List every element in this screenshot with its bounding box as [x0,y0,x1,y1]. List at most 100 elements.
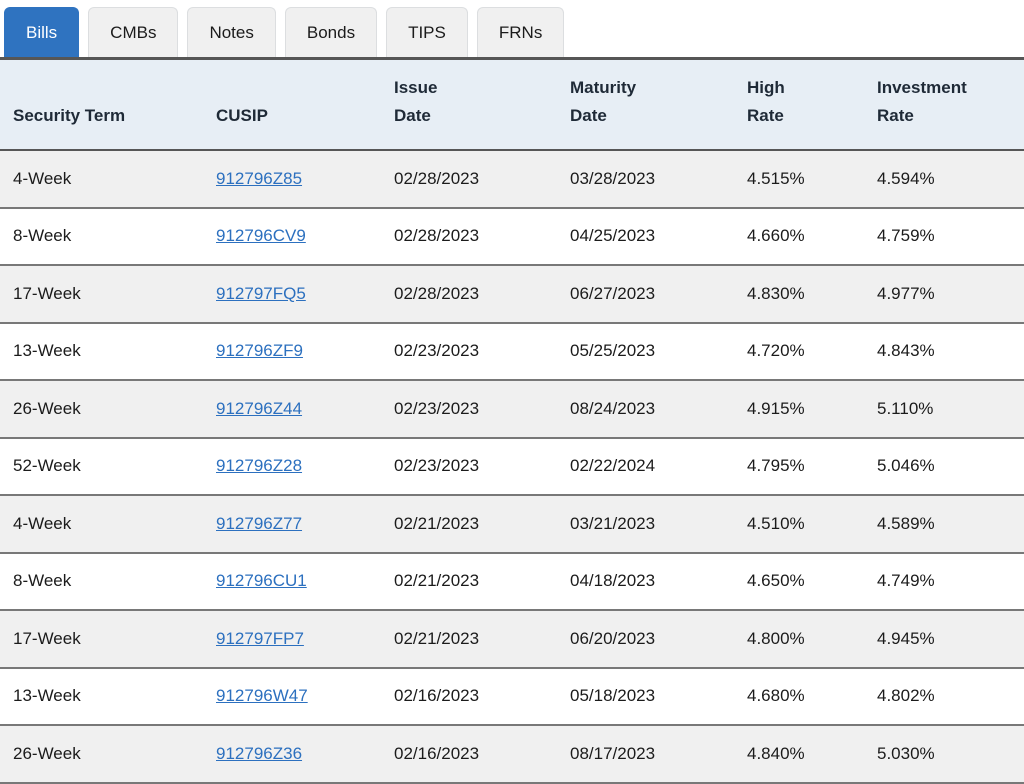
high-rate-cell: 4.680% [734,667,864,726]
cusip-link[interactable]: 912797FP7 [216,628,304,648]
table-header-row: Security Term CUSIP Issue Date Maturity Da… [0,60,1024,151]
cusip-cell: 912796Z44 [203,380,381,439]
investment-rate-cell: 4.594% [864,150,1024,209]
high-rate-cell: 4.915% [734,380,864,439]
high-rate-cell: 4.650% [734,552,864,611]
cusip-cell: 912797FP7 [203,610,381,669]
security-term-cell: 13-Week [0,667,203,726]
investment-rate-cell: 5.110% [864,380,1024,439]
cusip-link[interactable]: 912796Z85 [216,168,303,188]
investment-rate-cell: 5.030% [864,725,1024,784]
high-rate-cell: 4.795% [734,437,864,496]
high-rate-cell: 4.840% [734,725,864,784]
column-header-high-rate: High Rate [734,60,864,151]
cusip-link[interactable]: 912796CV9 [216,226,306,246]
cusip-cell: 912797FQ5 [203,265,381,324]
cusip-cell: 912796CU1 [203,552,381,611]
cusip-link[interactable]: 912796W47 [216,686,308,706]
column-header-security-term: Security Term [0,60,203,151]
cusip-cell: 912796Z36 [203,725,381,784]
issue-date-cell: 02/23/2023 [381,437,557,496]
security-term-cell: 17-Week [0,610,203,669]
cusip-link[interactable]: 912796Z77 [216,513,303,533]
security-term-cell: 8-Week [0,207,203,266]
investment-rate-cell: 4.589% [864,495,1024,554]
maturity-date-cell: 08/24/2023 [557,380,734,439]
security-term-cell: 26-Week [0,380,203,439]
tab-frns[interactable]: FRNs [476,7,565,57]
security-term-cell: 17-Week [0,265,203,324]
table-row: 13-Week 912796W47 02/16/2023 05/18/2023 4.68… [0,667,1024,726]
high-rate-cell: 4.510% [734,495,864,554]
cusip-link[interactable]: 912796Z36 [216,743,303,763]
investment-rate-cell: 4.945% [864,610,1024,669]
cusip-link[interactable]: 912796ZF9 [216,341,303,361]
table-row: 17-Week 912797FP7 02/21/2023 06/20/2023 4.80… [0,610,1024,669]
tab-bonds[interactable]: Bonds [284,7,378,57]
table-row: 26-Week 912796Z36 02/16/2023 08/17/2023 4.84… [0,725,1024,784]
column-header-cusip: CUSIP [203,60,381,151]
security-term-cell: 4-Week [0,150,203,209]
maturity-date-cell: 06/27/2023 [557,265,734,324]
security-term-cell: 8-Week [0,552,203,611]
maturity-date-cell: 06/20/2023 [557,610,734,669]
tab-notes[interactable]: Notes [187,7,276,57]
table-row: 8-Week 912796CU1 02/21/2023 04/18/2023 4.650… [0,552,1024,611]
issue-date-cell: 02/21/2023 [381,610,557,669]
column-header-issue-date: Issue Date [381,60,557,151]
security-type-tabs: Bills CMBs Notes Bonds TIPS FRNs [0,0,1024,60]
table-body: 4-Week 912796Z85 02/28/2023 03/28/2023 4.515… [0,150,1024,784]
cusip-link[interactable]: 912797FQ5 [216,283,306,303]
security-term-cell: 26-Week [0,725,203,784]
issue-date-cell: 02/16/2023 [381,725,557,784]
column-header-investment-rate: Investment Rate [864,60,1024,151]
table-row: 8-Week 912796CV9 02/28/2023 04/25/2023 4.660… [0,207,1024,266]
maturity-date-cell: 05/18/2023 [557,667,734,726]
table-row: 26-Week 912796Z44 02/23/2023 08/24/2023 4.91… [0,380,1024,439]
table-row: 13-Week 912796ZF9 02/23/2023 05/25/2023 4.72… [0,322,1024,381]
maturity-date-cell: 05/25/2023 [557,322,734,381]
cusip-cell: 912796Z85 [203,150,381,209]
issue-date-cell: 02/23/2023 [381,380,557,439]
high-rate-cell: 4.720% [734,322,864,381]
column-header-maturity-date: Maturity Date [557,60,734,151]
tab-cmbs[interactable]: CMBs [88,7,179,57]
issue-date-cell: 02/16/2023 [381,667,557,726]
tab-tips[interactable]: TIPS [386,7,468,57]
high-rate-cell: 4.830% [734,265,864,324]
maturity-date-cell: 04/25/2023 [557,207,734,266]
cusip-cell: 912796ZF9 [203,322,381,381]
issue-date-cell: 02/28/2023 [381,150,557,209]
maturity-date-cell: 03/28/2023 [557,150,734,209]
cusip-cell: 912796CV9 [203,207,381,266]
table-row: 52-Week 912796Z28 02/23/2023 02/22/2024 4.79… [0,437,1024,496]
investment-rate-cell: 4.749% [864,552,1024,611]
high-rate-cell: 4.660% [734,207,864,266]
high-rate-cell: 4.515% [734,150,864,209]
investment-rate-cell: 4.759% [864,207,1024,266]
security-term-cell: 4-Week [0,495,203,554]
issue-date-cell: 02/28/2023 [381,265,557,324]
cusip-cell: 912796Z28 [203,437,381,496]
issue-date-cell: 02/21/2023 [381,495,557,554]
high-rate-cell: 4.800% [734,610,864,669]
table-row: 4-Week 912796Z77 02/21/2023 03/21/2023 4.510… [0,495,1024,554]
security-term-cell: 13-Week [0,322,203,381]
table-row: 4-Week 912796Z85 02/28/2023 03/28/2023 4.515… [0,150,1024,209]
cusip-link[interactable]: 912796Z44 [216,398,303,418]
auction-results-table: Security Term CUSIP Issue Date Maturity Da… [0,60,1024,784]
cusip-cell: 912796W47 [203,667,381,726]
security-term-cell: 52-Week [0,437,203,496]
tab-bills[interactable]: Bills [4,7,80,57]
issue-date-cell: 02/21/2023 [381,552,557,611]
issue-date-cell: 02/28/2023 [381,207,557,266]
maturity-date-cell: 08/17/2023 [557,725,734,784]
cusip-link[interactable]: 912796CU1 [216,571,307,591]
investment-rate-cell: 4.977% [864,265,1024,324]
cusip-link[interactable]: 912796Z28 [216,456,303,476]
maturity-date-cell: 03/21/2023 [557,495,734,554]
maturity-date-cell: 04/18/2023 [557,552,734,611]
issue-date-cell: 02/23/2023 [381,322,557,381]
table-row: 17-Week 912797FQ5 02/28/2023 06/27/2023 4.83… [0,265,1024,324]
